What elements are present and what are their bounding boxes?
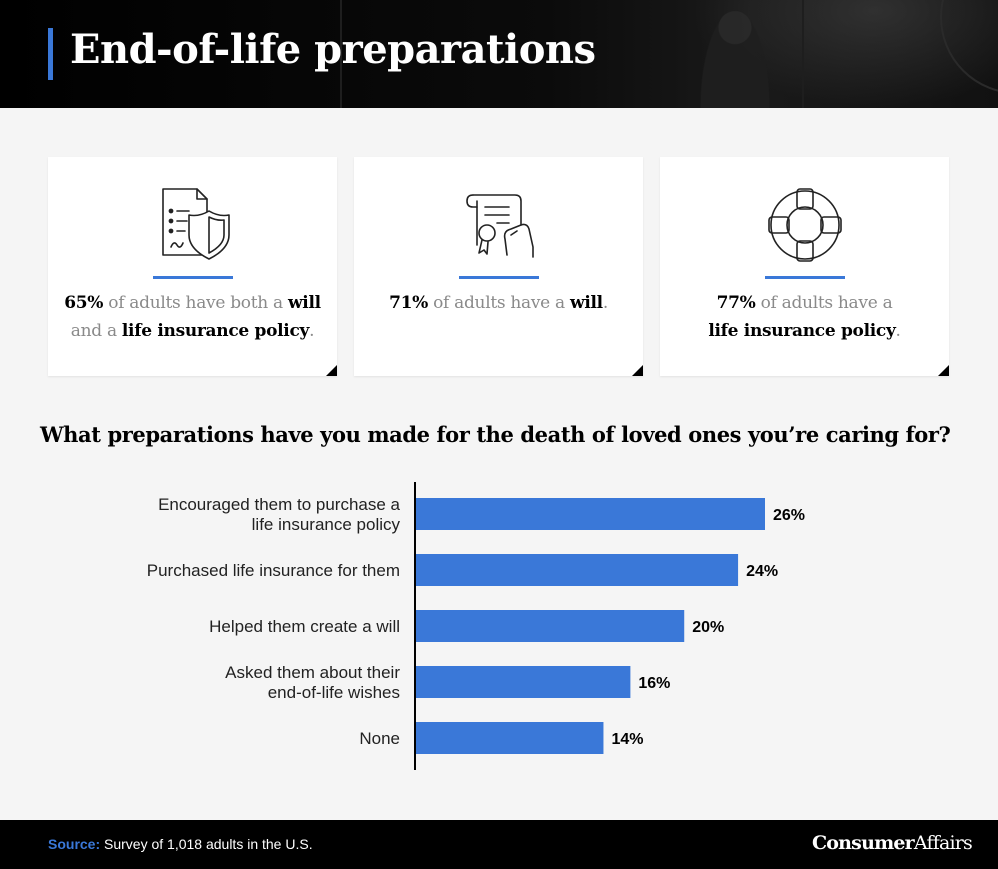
bar-value-label: 20% [692, 619, 724, 636]
stat-percent: 65% [64, 293, 104, 313]
stat-fragment: and a [70, 321, 122, 341]
scroll-certificate-icon [459, 185, 539, 265]
stat-fragment: . [309, 321, 315, 341]
bar-chart: 26% Encouraged them to purchase a life ins… [147, 482, 805, 770]
bar-value-label: 16% [638, 675, 670, 692]
stat-text: 77% of adults have a life insurance polic… [674, 289, 935, 345]
bar-value-label: 24% [746, 563, 778, 580]
stat-fragment: . [602, 293, 608, 313]
card-divider [764, 276, 845, 279]
source-label: Source: [48, 836, 101, 852]
stat-emphasis: will [287, 293, 321, 313]
stat-fragment: of adults have a [755, 293, 893, 313]
document-shield-icon [153, 185, 233, 265]
brand-regular: Affairs [913, 832, 973, 854]
stat-card-will: 71% of adults have a will. [354, 157, 643, 376]
card-divider [152, 276, 233, 279]
stat-percent: 77% [716, 293, 756, 313]
stat-card-will-and-insurance: 65% of adults have both a will and a life… [48, 157, 337, 376]
category-label: Asked them about their end-of-life wishes [225, 663, 400, 702]
stat-text: 65% of adults have both a will and a life… [62, 289, 323, 345]
header-banner: End-of-life preparations [0, 0, 998, 108]
bar-value-label: 26% [773, 507, 805, 524]
source-text: Survey of 1,018 adults in the U.S. [100, 836, 313, 852]
page-title: End-of-life preparations [70, 26, 596, 73]
card-corner-marker [632, 365, 643, 376]
stat-fragment: of adults have both a [103, 293, 288, 313]
bar [415, 498, 765, 530]
category-label: None [359, 729, 400, 748]
category-label: Encouraged them to purchase a life insura… [158, 495, 400, 534]
bar [415, 666, 631, 698]
card-corner-marker [326, 365, 337, 376]
header-photo-line [802, 0, 804, 108]
bar [415, 722, 604, 754]
header-photo-line [340, 0, 342, 108]
stat-card-insurance: 77% of adults have a life insurance polic… [660, 157, 949, 376]
bar [415, 610, 685, 642]
title-accent-bar [48, 28, 53, 80]
card-corner-marker [938, 365, 949, 376]
brand-logo: ConsumerAffairs [811, 832, 973, 854]
brand-bold: Consumer [811, 832, 915, 854]
category-label: Purchased life insurance for them [147, 561, 400, 580]
stat-emphasis: life insurance policy [121, 321, 310, 341]
category-label: Helped them create a will [209, 617, 400, 636]
stat-emphasis: will [570, 293, 603, 313]
bar [415, 554, 739, 586]
stat-emphasis: life insurance policy [708, 321, 896, 341]
stat-text: 71% of adults have a will. [368, 289, 629, 317]
stat-fragment: of adults have a [428, 293, 570, 313]
stat-fragment: . [895, 321, 901, 341]
person-silhouette [700, 10, 770, 108]
footer: Source: Survey of 1,018 adults in the U.… [0, 820, 998, 869]
card-divider [458, 276, 539, 279]
life-preserver-icon [765, 185, 845, 265]
source-note: Source: Survey of 1,018 adults in the U.… [48, 836, 313, 852]
stat-percent: 71% [389, 293, 428, 313]
bar-value-label: 14% [611, 731, 643, 748]
chart-question: What preparations have you made for the … [40, 422, 951, 447]
